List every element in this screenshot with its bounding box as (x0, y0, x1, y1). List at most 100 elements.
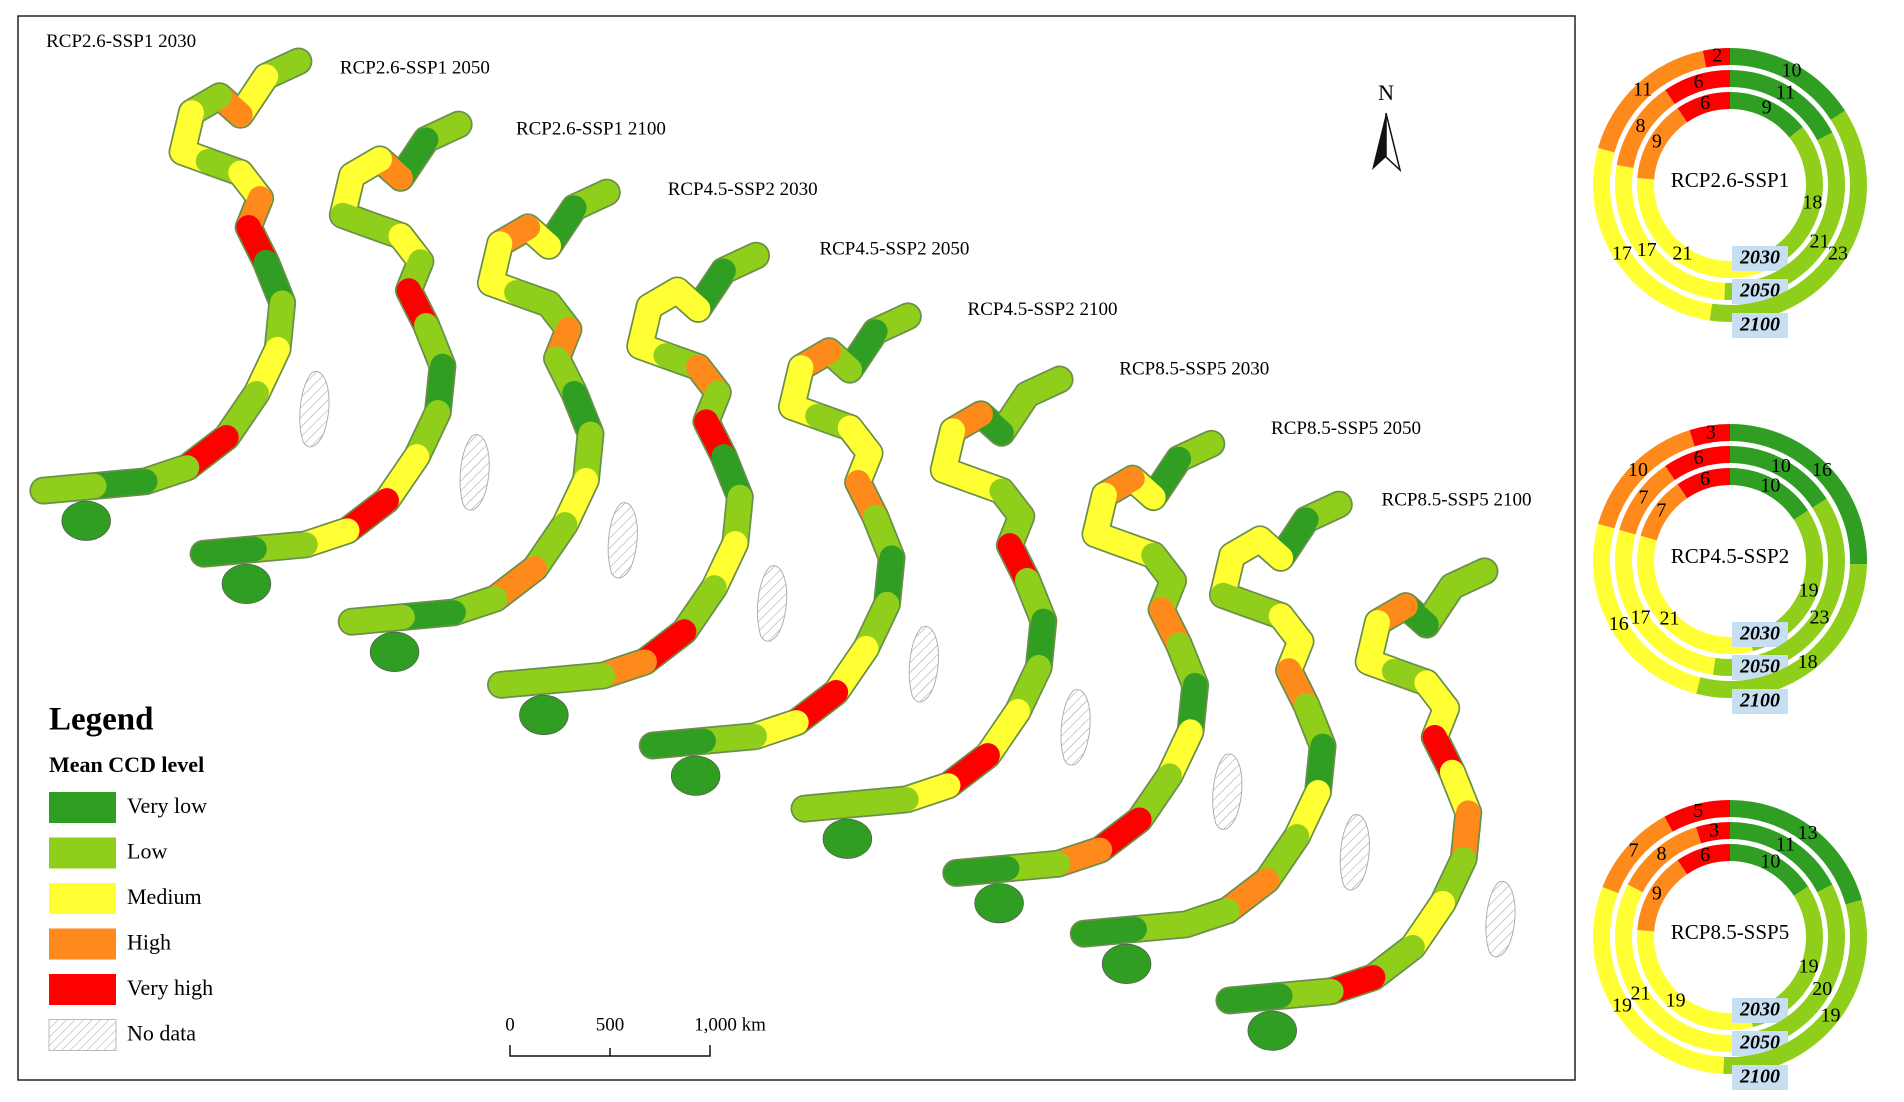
donut-segment (1730, 844, 1809, 896)
donut-segment (1677, 92, 1730, 123)
donut-value-label: 9 (1762, 96, 1772, 118)
donut-value-label: 17 (1637, 239, 1657, 261)
hainan (221, 563, 272, 604)
taiwan-no-data (1212, 753, 1243, 830)
legend-label: High (127, 930, 171, 955)
donut-segment (1702, 48, 1730, 68)
donut-value-label: 23 (1828, 242, 1848, 264)
donut-title: RCP4.5-SSP2 (1671, 544, 1789, 568)
donut-value-label: 10 (1771, 455, 1791, 477)
year-label: 2100 (1739, 314, 1780, 336)
region (191, 536, 267, 566)
donut-segment (1723, 899, 1867, 1074)
year-label-box (1732, 313, 1788, 338)
donut-segment (1664, 800, 1730, 832)
scale-label: 1,000 km (694, 1014, 766, 1035)
north-label: N (1378, 80, 1394, 105)
donut-segment (1637, 108, 1688, 180)
map-panel (790, 365, 1091, 859)
taiwan-no-data (1060, 689, 1091, 766)
legend-swatch (49, 974, 116, 1005)
region (792, 791, 868, 821)
donut-value-label: 3 (1709, 819, 1719, 841)
scale-label: 0 (505, 1014, 515, 1035)
map-title: RCP8.5-SSP5 2030 (1119, 359, 1269, 380)
year-label-box (1732, 998, 1788, 1023)
map-title: RCP4.5-SSP2 2100 (968, 299, 1118, 320)
donut-segment (1689, 424, 1730, 447)
donut-title: RCP2.6-SSP1 (1671, 168, 1789, 192)
year-label: 2050 (1739, 656, 1780, 678)
year-label: 2030 (1739, 247, 1780, 269)
donut-value-label: 7 (1656, 499, 1666, 521)
legend-label: Very low (127, 793, 207, 818)
donut-value-label: 19 (1799, 955, 1819, 977)
year-label-box (1732, 1065, 1788, 1090)
donut-value-label: 18 (1798, 651, 1818, 673)
donut-value-label: 7 (1639, 486, 1649, 508)
map-title: RCP2.6-SSP1 2050 (340, 58, 490, 79)
legend-swatch (49, 928, 116, 960)
legend-swatch (48, 1019, 117, 1051)
donut-segment (1730, 468, 1809, 520)
donut-value-label: 9 (1652, 882, 1662, 904)
hainan (61, 500, 111, 541)
donut-segment (1593, 886, 1725, 1074)
donut-value-label: 19 (1612, 994, 1632, 1016)
map-panel (1069, 490, 1370, 984)
donut-segment (1598, 50, 1707, 153)
donut-title: RCP8.5-SSP5 (1671, 920, 1789, 944)
hainan (1247, 1010, 1297, 1051)
donut-charts: 9 18 21 9 6 2030 11 21 17 8 6 2050 10 23 17 11 2 2100 RCP2… (1592, 45, 1867, 1090)
donut-value-label: 21 (1631, 982, 1651, 1004)
taiwan-no-data (757, 565, 788, 642)
legend-label: Medium (127, 884, 202, 909)
map-panel (638, 302, 939, 796)
donut-segment (1637, 860, 1688, 932)
legend-label: No data (127, 1021, 196, 1046)
hainan (1101, 943, 1152, 984)
donut-segment (1748, 510, 1824, 652)
donut-segment (1637, 178, 1771, 278)
donut-value-label: 11 (1776, 834, 1795, 856)
donut-segment (1602, 816, 1673, 894)
donut-value-label: 10 (1760, 850, 1780, 872)
legend-swatch (49, 883, 116, 914)
donut-value-label: 17 (1631, 606, 1651, 628)
donut-segment (1748, 886, 1823, 1028)
region (944, 856, 1020, 886)
map-title: RCP4.5-SSP2 2050 (819, 238, 969, 259)
donut-segment (1627, 827, 1702, 893)
scale-bar: 0 500 1,000 km (505, 1014, 766, 1057)
donut-segment (1696, 822, 1730, 844)
year-label: 2100 (1739, 1066, 1780, 1088)
map-title: RCP2.6-SSP1 2030 (46, 31, 196, 52)
donut-value-label: 5 (1693, 800, 1703, 822)
hainan (822, 818, 873, 859)
donut-value-label: 8 (1657, 843, 1667, 865)
donut-value-label: 8 (1636, 115, 1646, 137)
legend-swatch (49, 837, 116, 869)
donut-segment (1730, 92, 1803, 138)
donut-value-label: 21 (1660, 608, 1680, 630)
legend-label: Very high (127, 975, 213, 1000)
north-arrow: N (1372, 80, 1402, 173)
hainan (974, 883, 1024, 924)
hainan (670, 755, 721, 796)
donut-value-label: 19 (1820, 1005, 1840, 1027)
legend: Legend Mean CCD level Very low Low Medium H… (48, 702, 213, 1051)
donut-segment (1619, 465, 1675, 535)
year-label: 2050 (1739, 280, 1780, 302)
region (640, 728, 716, 758)
donut-segment (1730, 822, 1833, 893)
donut-value-label: 18 (1802, 191, 1822, 213)
donut-segment (1730, 48, 1846, 120)
scale-label: 500 (596, 1014, 625, 1035)
donut-value-label: 3 (1706, 422, 1716, 444)
taiwan-no-data (459, 434, 490, 511)
map-panel (942, 429, 1243, 924)
legend-title: Legend (49, 702, 154, 738)
region (1217, 983, 1293, 1013)
map-title: RCP8.5-SSP5 2100 (1382, 490, 1532, 511)
map-panel (487, 241, 788, 736)
